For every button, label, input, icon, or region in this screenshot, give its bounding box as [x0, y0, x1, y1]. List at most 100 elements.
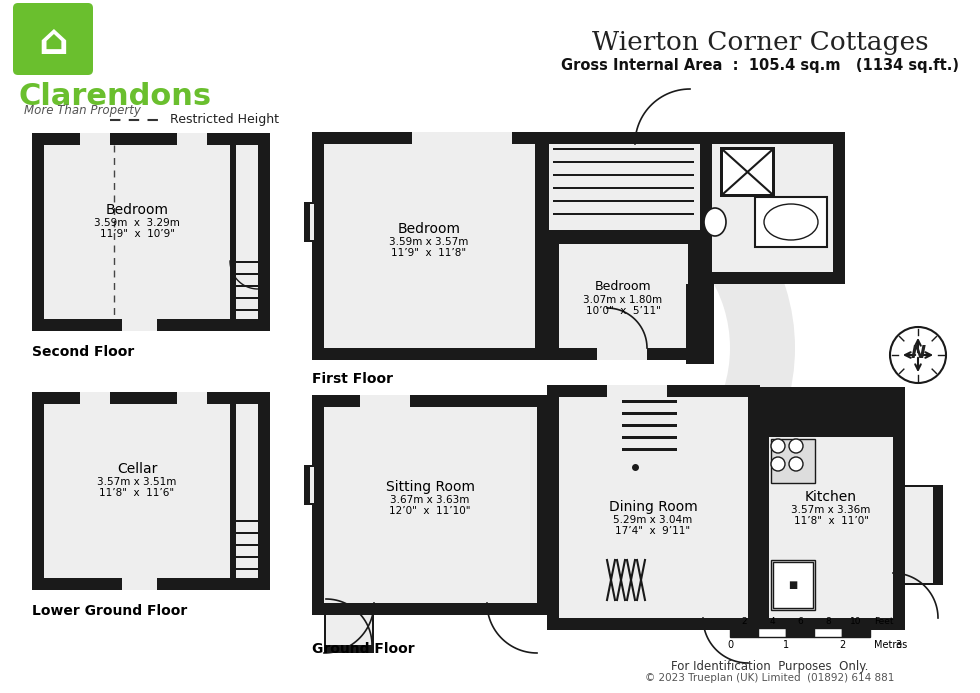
Bar	[545, 132, 704, 144]
Text: 17’4"  x  9’11": 17’4" x 9’11"	[615, 526, 691, 536]
Bar	[758, 628, 786, 637]
Bar	[622, 436, 677, 439]
Bar	[622, 412, 677, 414]
Bar	[236, 520, 262, 522]
Bar	[672, 402, 684, 447]
Bar	[177, 133, 207, 145]
Bar	[769, 437, 893, 618]
Bar	[903, 485, 943, 585]
Bar	[700, 284, 712, 364]
Text: For Identification  Purposes  Only.: For Identification Purposes Only.	[671, 660, 868, 673]
Bar	[771, 439, 815, 483]
Circle shape	[771, 439, 785, 453]
Text: 0: 0	[727, 640, 733, 650]
Bar	[553, 200, 694, 202]
Bar	[730, 628, 758, 637]
Circle shape	[789, 439, 803, 453]
Text: Bedroom: Bedroom	[398, 222, 461, 236]
Text: 4: 4	[769, 617, 775, 626]
Text: ⌂: ⌂	[38, 21, 68, 63]
Bar	[310, 204, 314, 240]
Bar	[700, 284, 714, 364]
Text: 10: 10	[851, 617, 861, 626]
Bar	[773, 562, 813, 608]
Bar	[547, 385, 760, 630]
Bar	[236, 273, 262, 275]
Bar	[786, 628, 814, 637]
Circle shape	[789, 457, 803, 471]
Bar	[547, 132, 702, 232]
Text: Bedroom: Bedroom	[106, 203, 169, 217]
Bar	[553, 148, 694, 150]
FancyBboxPatch shape	[13, 3, 93, 75]
Bar	[545, 230, 559, 360]
Bar	[326, 615, 372, 645]
Text: 3.67m x 3.63m: 3.67m x 3.63m	[390, 495, 469, 505]
Bar	[720, 147, 775, 197]
Bar	[547, 230, 702, 244]
Bar	[757, 387, 905, 427]
Bar	[842, 628, 870, 637]
Bar	[80, 133, 110, 145]
Text: 3: 3	[895, 640, 901, 650]
Text: 10’0"  x  5’11": 10’0" x 5’11"	[586, 306, 661, 316]
Bar	[304, 465, 312, 505]
Bar	[236, 544, 262, 546]
Bar	[236, 532, 262, 534]
Text: N: N	[910, 344, 925, 362]
Text: 11’9"  x  10’9": 11’9" x 10’9"	[100, 229, 174, 239]
Bar	[236, 309, 262, 311]
Bar	[549, 144, 700, 230]
Text: 3.57m x 3.51m: 3.57m x 3.51m	[97, 477, 176, 487]
Bar	[312, 395, 549, 615]
Bar	[755, 197, 827, 247]
Bar	[44, 404, 258, 578]
Bar	[700, 132, 714, 286]
Circle shape	[890, 327, 946, 383]
Bar	[547, 230, 700, 360]
Bar	[597, 348, 647, 360]
Text: Cellar: Cellar	[117, 462, 157, 476]
Text: Metres: Metres	[874, 640, 907, 650]
Bar	[771, 560, 815, 610]
Bar	[310, 467, 314, 503]
Text: Kitchen: Kitchen	[805, 490, 857, 504]
Text: ■: ■	[788, 580, 798, 590]
Bar	[324, 144, 535, 348]
Text: 3.57m x 3.36m: 3.57m x 3.36m	[791, 505, 870, 515]
Bar	[324, 613, 374, 653]
Bar	[553, 174, 694, 176]
Bar	[607, 385, 667, 397]
Text: 2: 2	[839, 640, 845, 650]
Bar	[236, 556, 262, 558]
Text: Gross Internal Area  :  105.4 sq.m   (1134 sq.ft.): Gross Internal Area : 105.4 sq.m (1134 s…	[561, 58, 959, 73]
Bar	[236, 285, 262, 287]
Bar	[236, 261, 262, 263]
Text: 11’9"  x  11’8": 11’9" x 11’8"	[391, 248, 466, 258]
Bar	[236, 297, 262, 299]
Bar	[553, 161, 694, 163]
Bar	[122, 578, 157, 590]
Bar	[80, 392, 110, 404]
Text: 6: 6	[797, 617, 803, 626]
Text: 8: 8	[825, 617, 831, 626]
Text: Lower Ground Floor: Lower Ground Floor	[32, 604, 187, 618]
Text: 12’0"  x  11’10": 12’0" x 11’10"	[389, 506, 470, 516]
Bar	[553, 187, 694, 189]
Bar	[44, 145, 258, 319]
Text: Dining Room: Dining Room	[609, 500, 698, 514]
Bar	[360, 395, 410, 407]
Bar	[559, 397, 748, 618]
Text: Ground Floor: Ground Floor	[312, 642, 415, 656]
Wedge shape	[442, 148, 795, 548]
Text: Wierton Corner Cottages: Wierton Corner Cottages	[592, 30, 928, 55]
Bar	[32, 392, 270, 590]
Bar	[700, 132, 845, 284]
Text: Sitting Room: Sitting Room	[385, 480, 474, 494]
Text: 3.07m x 1.80m: 3.07m x 1.80m	[583, 295, 662, 305]
Bar	[122, 319, 157, 331]
Bar	[757, 425, 905, 630]
Bar	[312, 132, 547, 360]
Bar	[304, 202, 312, 242]
Text: 1: 1	[783, 640, 789, 650]
